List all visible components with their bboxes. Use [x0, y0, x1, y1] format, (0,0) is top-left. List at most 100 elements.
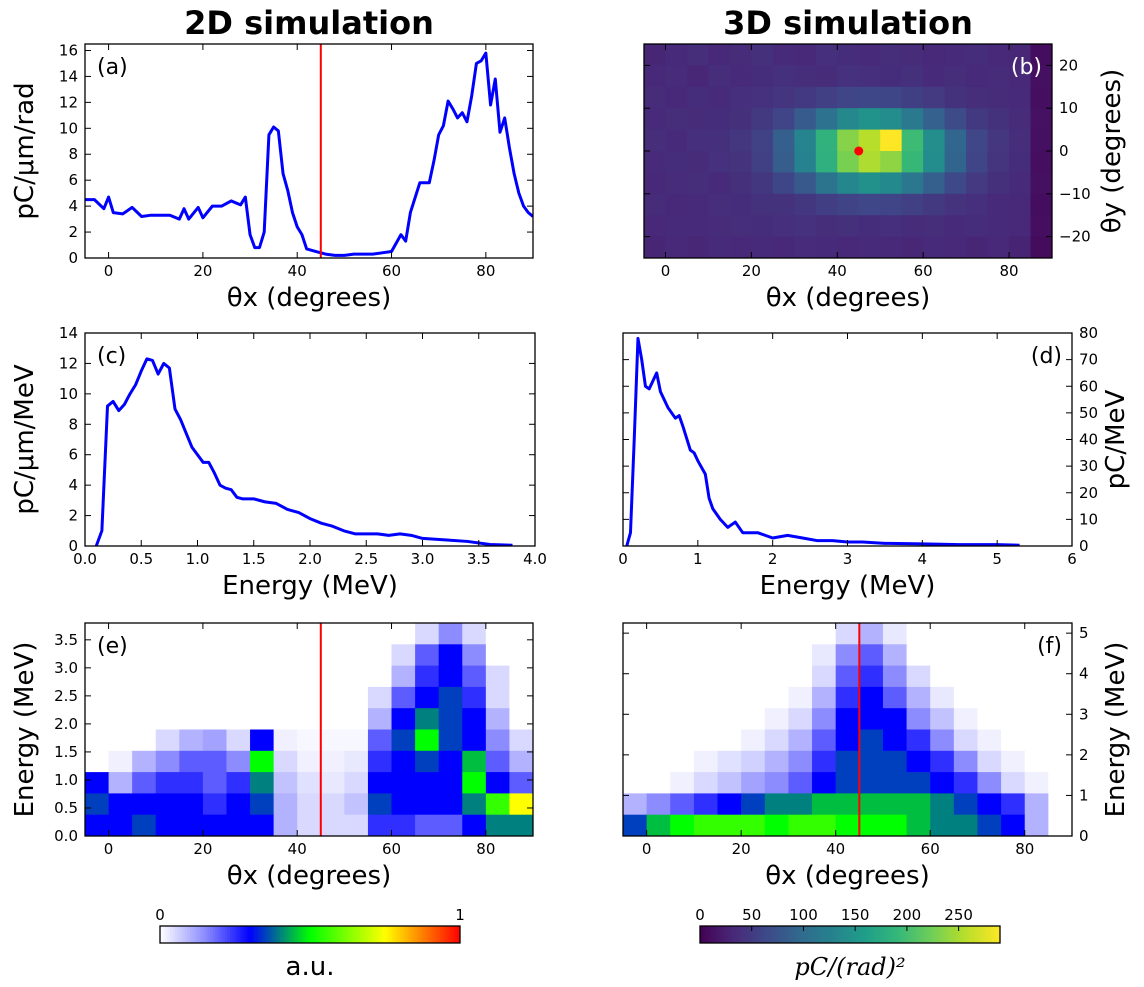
heatmap-cell — [788, 665, 813, 688]
y-tick-label: 12 — [59, 354, 78, 372]
colorbar-swatch — [187, 926, 191, 943]
y-tick-label: 14 — [59, 67, 78, 85]
colorbar-swatch — [260, 926, 263, 943]
heatmap-cell — [391, 772, 416, 794]
heatmap-cell — [906, 793, 931, 816]
heatmap-cell — [686, 65, 710, 88]
y-tick-label: 6 — [68, 171, 78, 189]
heatmap-cell — [367, 708, 393, 731]
colorbar-swatch — [355, 926, 358, 943]
colorbar-swatch — [450, 926, 453, 943]
colorbar-swatch — [702, 926, 706, 943]
colorbar-swatch — [875, 926, 878, 943]
heatmap-cell — [644, 193, 667, 216]
heatmap-cell — [1030, 65, 1052, 88]
heatmap-cell — [741, 750, 766, 773]
colorbar-swatch — [792, 926, 796, 943]
heatmap-cell — [646, 772, 671, 794]
heatmap-cell — [108, 814, 133, 836]
heatmap-cell — [741, 729, 766, 752]
heatmap-cell — [953, 729, 979, 752]
heatmap-cell — [202, 772, 228, 794]
heatmap-cell — [708, 215, 731, 238]
heatmap-cell — [623, 729, 648, 752]
heatmap-cell — [859, 623, 884, 645]
heatmap-cell — [880, 65, 903, 88]
y-tick-label: 4 — [68, 197, 78, 215]
heatmap-cell — [953, 644, 979, 667]
colorbar-swatch — [945, 926, 948, 943]
heatmap-cell — [1001, 814, 1026, 836]
x-tick-label: 2.5 — [354, 550, 378, 568]
heatmap-cell — [670, 686, 695, 709]
y-tick-label: 0 — [1079, 537, 1089, 555]
colorbar-swatch — [242, 926, 246, 943]
heatmap-cell — [344, 729, 369, 752]
heatmap-cell — [646, 644, 671, 667]
colorbar-swatch — [782, 926, 786, 943]
heatmap-cell — [837, 65, 860, 88]
heatmap-cell — [901, 44, 924, 66]
heatmap-cell — [179, 729, 204, 752]
heatmap-cell — [462, 750, 487, 773]
heatmap-cell — [438, 623, 463, 645]
y-tick-label: 10 — [59, 119, 78, 137]
heatmap-cell — [250, 772, 275, 794]
heatmap-cell — [155, 708, 180, 731]
x-tick-label: 1 — [693, 550, 703, 568]
y-tick-label: 6 — [68, 446, 78, 464]
colorbar-swatch — [757, 926, 761, 943]
heatmap-cell — [391, 623, 416, 645]
colorbar-swatch — [295, 926, 298, 943]
heatmap-cell — [202, 708, 228, 731]
colorbar-tick-label: 100 — [789, 906, 818, 924]
heatmap-cell — [108, 729, 133, 752]
colorbar-tick-label: 50 — [742, 906, 761, 924]
heatmap-cell — [250, 686, 275, 709]
colorbar-swatch — [372, 926, 376, 943]
heatmap-cell — [764, 793, 790, 816]
colorbar-swatch — [730, 926, 733, 943]
heatmap-cell — [1030, 193, 1052, 216]
colorbar-tick-label: 1 — [455, 906, 465, 924]
colorbar-swatch — [842, 926, 846, 943]
colorbar-swatch — [360, 926, 363, 943]
panel — [85, 623, 533, 836]
colorbar-swatch — [377, 926, 381, 943]
colorbar-swatch — [947, 926, 951, 943]
colorbar-swatch — [240, 926, 243, 943]
heatmap-cell — [297, 623, 322, 645]
colorbar-swatch — [942, 926, 946, 943]
colorbar-swatch — [852, 926, 856, 943]
heatmap-cell — [1001, 644, 1026, 667]
heatmap-cell — [273, 686, 298, 709]
heatmap-cell — [686, 215, 710, 238]
colorbar-swatch — [195, 926, 198, 943]
heatmap-cell — [415, 814, 440, 836]
heatmap-cell — [132, 750, 157, 773]
x-tick-label: 6 — [1067, 550, 1077, 568]
y-tick-label: 3.5 — [54, 631, 78, 649]
colorbar-swatch — [420, 926, 423, 943]
y-tick-label: 2 — [68, 507, 78, 525]
colorbar-swatch — [827, 926, 831, 943]
heatmap-cell — [1048, 686, 1072, 709]
heatmap-cell — [297, 708, 322, 731]
x-tick-label: 3 — [843, 550, 853, 568]
heatmap-cell — [686, 193, 710, 216]
colorbar-swatch — [997, 926, 1001, 943]
y-tick-label: 30 — [1079, 457, 1098, 475]
heatmap-cell — [462, 772, 487, 794]
colorbar-swatch — [957, 926, 961, 943]
heatmap-cell — [646, 750, 671, 773]
colorbar-swatch — [910, 926, 913, 943]
x-axis-label: θx (degrees) — [766, 283, 931, 313]
heatmap-cell — [882, 623, 908, 645]
colorbar-swatch — [222, 926, 226, 943]
colorbar-swatch — [232, 926, 236, 943]
y-tick-label: 80 — [1079, 324, 1098, 342]
colorbar-swatch — [810, 926, 813, 943]
heatmap-cell — [1048, 708, 1072, 731]
heatmap-cell — [729, 129, 752, 152]
colorbar-swatch — [455, 926, 458, 943]
